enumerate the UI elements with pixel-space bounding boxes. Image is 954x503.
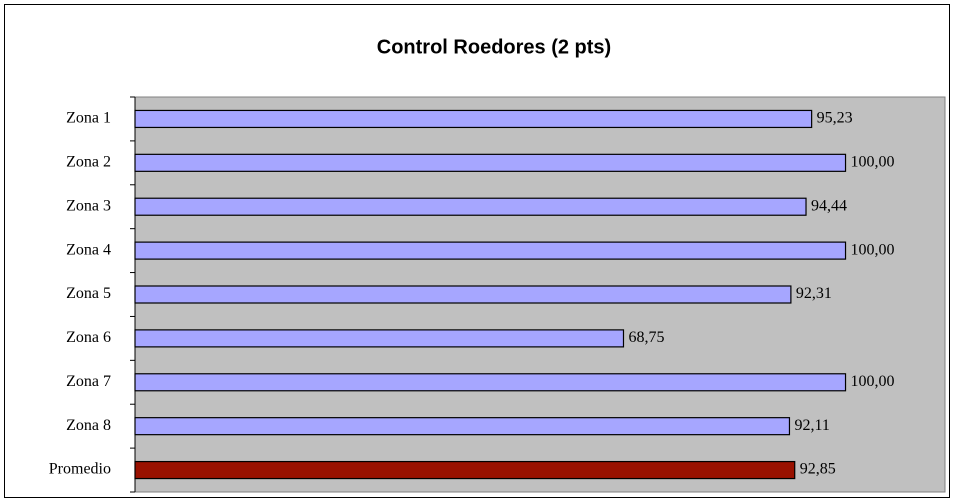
bar bbox=[134, 285, 792, 304]
data-label: 92,11 bbox=[794, 417, 829, 434]
y-tick-label: Zona 3 bbox=[66, 197, 111, 214]
bar bbox=[134, 373, 847, 392]
data-label: 95,23 bbox=[817, 110, 853, 127]
bar bbox=[134, 460, 796, 480]
y-tick-label: Zona 2 bbox=[66, 154, 111, 171]
bar bbox=[134, 109, 813, 129]
data-label: 94,44 bbox=[811, 197, 847, 214]
y-tick-label: Zona 4 bbox=[66, 241, 111, 258]
y-tick-label: Zona 8 bbox=[66, 417, 111, 434]
chart-title: Control Roedores (2 pts) bbox=[377, 36, 611, 58]
bar bbox=[134, 417, 791, 436]
data-label: 100,00 bbox=[851, 154, 895, 171]
data-label: 100,00 bbox=[851, 373, 895, 390]
bar bbox=[134, 197, 807, 216]
y-tick-label: Zona 7 bbox=[66, 373, 111, 390]
y-tick-label: Zona 1 bbox=[66, 110, 111, 127]
y-tick-label: Zona 5 bbox=[66, 285, 111, 302]
data-label: 100,00 bbox=[851, 241, 895, 258]
bar bbox=[134, 241, 847, 260]
data-label: 92,31 bbox=[796, 285, 832, 302]
bar bbox=[134, 329, 625, 348]
data-label: 68,75 bbox=[628, 329, 664, 346]
y-tick-label: Promedio bbox=[49, 461, 111, 478]
y-tick-label: Zona 6 bbox=[66, 329, 111, 346]
data-label: 92,85 bbox=[800, 461, 836, 478]
bar bbox=[134, 153, 847, 172]
